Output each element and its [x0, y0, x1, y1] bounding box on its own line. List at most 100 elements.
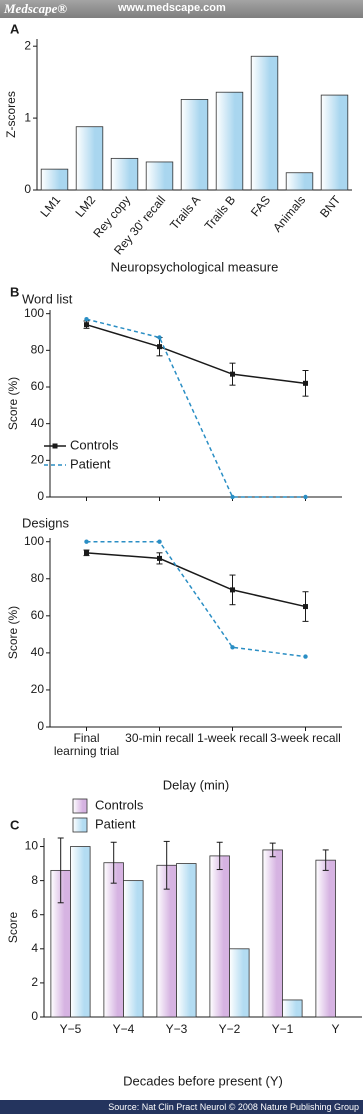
marker — [157, 344, 162, 350]
error-bar — [163, 840, 170, 890]
error-bar — [110, 841, 117, 884]
bar — [110, 157, 139, 191]
series-line — [86, 323, 306, 385]
bar — [180, 99, 209, 191]
bar — [40, 168, 69, 191]
series-line — [86, 552, 306, 608]
y-tick-label: 60 — [31, 379, 45, 393]
error-bar — [216, 841, 223, 871]
chart-title: Word list — [22, 291, 73, 306]
legend-swatch — [72, 817, 88, 833]
x-tick-label: Y−4 — [113, 1022, 135, 1036]
x-axis-label: Delay (min) — [163, 777, 229, 792]
bar — [75, 126, 104, 191]
y-tick-label: 8 — [31, 873, 38, 887]
x-tick-label: BNT — [317, 192, 344, 220]
y-tick-label: 0 — [37, 489, 44, 503]
bar — [229, 948, 250, 1018]
x-tick-label: 30-min recall — [125, 731, 194, 745]
marker — [84, 322, 89, 328]
x-axis-label: Decades before present (Y) — [123, 1073, 283, 1088]
error-bar — [269, 842, 276, 858]
legend-swatch — [72, 798, 88, 814]
y-axis-label: Score (%) — [6, 606, 20, 659]
bar — [215, 91, 244, 191]
x-tick-label: Y−1 — [272, 1022, 294, 1036]
x-tick-label: Y−3 — [166, 1022, 188, 1036]
y-tick-label: 100 — [24, 306, 44, 320]
panel-label: B — [10, 284, 19, 299]
bar — [315, 859, 336, 1018]
bar — [282, 999, 303, 1018]
source: Source: Nat Clin Pract Neurol © 2008 Nat… — [108, 1102, 359, 1112]
x-tick-label: LM1 — [37, 193, 63, 220]
y-tick-label: 4 — [31, 941, 38, 955]
y-tick-label: 1 — [24, 110, 31, 124]
marker — [84, 550, 89, 556]
y-tick-label: 40 — [31, 645, 45, 659]
x-axis-label: Neuropsychological measure — [111, 259, 279, 274]
y-tick-label: 10 — [25, 839, 39, 853]
legend-label: Patient — [95, 816, 136, 831]
x-tick-label: Animals — [270, 193, 308, 235]
bar — [320, 94, 349, 191]
marker — [230, 645, 235, 650]
error-bar — [322, 849, 329, 871]
y-tick-label: 20 — [31, 453, 45, 467]
logo: Medscape® — [4, 1, 68, 16]
y-tick-label: 6 — [31, 907, 38, 921]
bar — [123, 880, 144, 1018]
legend-marker — [52, 443, 58, 449]
bar — [285, 172, 314, 191]
legend-label: Patient — [70, 456, 111, 471]
x-tick-label: Final learning trial — [53, 731, 120, 758]
y-axis-label: Score — [6, 912, 20, 944]
y-tick-label: 2 — [31, 975, 38, 989]
bar — [70, 846, 91, 1018]
panel-label: A — [10, 21, 20, 36]
marker — [303, 380, 308, 386]
y-tick-label: 0 — [24, 182, 31, 196]
marker — [84, 316, 89, 322]
y-axis-label: Z-scores — [4, 91, 18, 138]
marker — [84, 539, 89, 544]
marker — [303, 494, 308, 500]
bar — [262, 849, 283, 1018]
x-tick-label: Y−2 — [219, 1022, 241, 1036]
y-tick-label: 0 — [37, 719, 44, 733]
y-axis-label: Score (%) — [6, 377, 20, 430]
bar — [209, 855, 230, 1018]
x-tick-label: Y — [331, 1022, 339, 1036]
chart-title: Designs — [22, 515, 69, 530]
y-tick-label: 80 — [31, 343, 45, 357]
panel-label: C — [10, 817, 20, 832]
y-tick-label: 2 — [24, 38, 31, 52]
y-tick-label: 20 — [31, 682, 45, 696]
marker — [230, 371, 235, 377]
marker — [303, 604, 308, 610]
x-tick-label: Trails B — [202, 193, 239, 233]
marker — [157, 539, 162, 544]
series-line — [86, 540, 306, 658]
x-tick-label: 3-week recall — [270, 731, 341, 745]
bar — [176, 863, 197, 1018]
marker — [157, 335, 162, 340]
marker — [230, 587, 235, 593]
legend-label: Controls — [70, 437, 119, 452]
footer-bar: Source: Nat Clin Pract Neurol © 2008 Nat… — [0, 1100, 363, 1114]
bar — [250, 55, 279, 191]
y-tick-label: 0 — [31, 1009, 38, 1023]
y-tick-label: 40 — [31, 416, 45, 430]
x-tick-label: LM2 — [72, 193, 98, 220]
marker — [230, 494, 235, 500]
bar — [145, 161, 174, 191]
y-tick-label: 80 — [31, 571, 45, 585]
x-tick-label: Y−5 — [60, 1022, 82, 1036]
y-tick-label: 60 — [31, 608, 45, 622]
marker — [157, 555, 162, 561]
marker — [303, 654, 308, 659]
x-tick-label: FAS — [248, 193, 273, 219]
error-bar — [57, 837, 64, 904]
